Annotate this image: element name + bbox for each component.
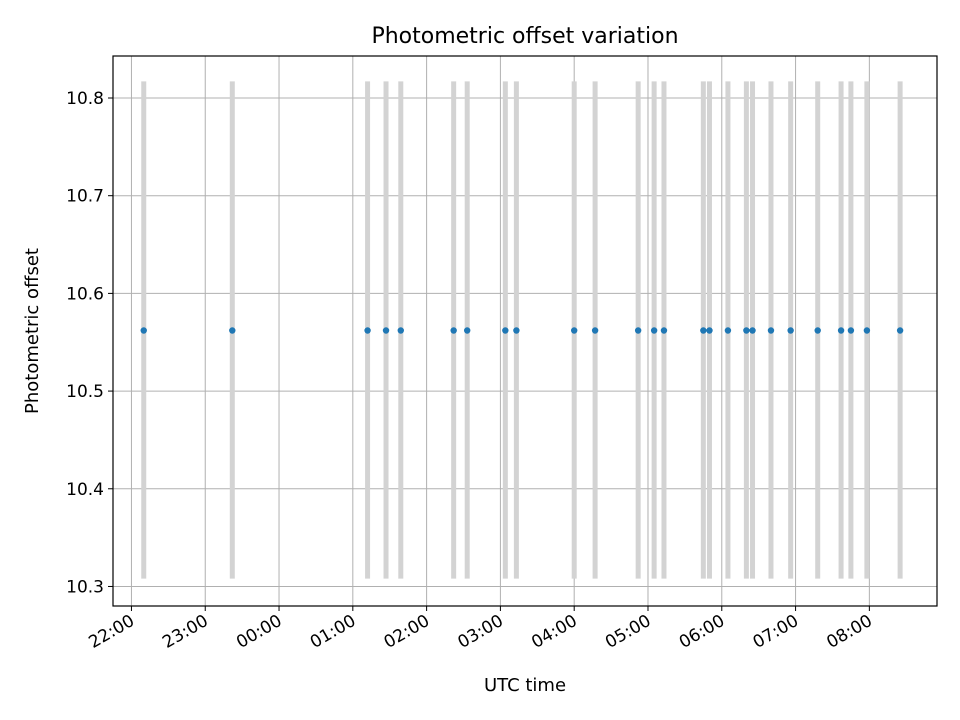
x-tick-label: 03:00 xyxy=(454,611,506,653)
data-point xyxy=(229,327,236,334)
y-tick-label: 10.6 xyxy=(66,284,104,304)
x-tick-label: 07:00 xyxy=(750,611,802,653)
x-tick-label: 22:00 xyxy=(86,611,138,653)
data-point xyxy=(650,327,658,334)
y-tick-label: 10.5 xyxy=(66,382,104,402)
x-axis-label: UTC time xyxy=(484,675,566,696)
x-tick-label: 06:00 xyxy=(676,611,728,653)
x-tick-label: 23:00 xyxy=(159,611,211,653)
data-point xyxy=(450,327,457,334)
data-point xyxy=(767,327,775,334)
data-points xyxy=(140,327,904,334)
data-point xyxy=(364,327,371,334)
y-tick-label: 10.8 xyxy=(66,89,104,109)
data-point xyxy=(863,327,871,334)
data-point xyxy=(847,327,855,334)
plot-frame xyxy=(112,55,938,607)
x-tick-label: 02:00 xyxy=(381,611,433,653)
data-point xyxy=(502,327,509,334)
data-point xyxy=(724,327,732,334)
data-point xyxy=(700,327,707,334)
y-tick-label: 10.3 xyxy=(66,577,104,597)
data-point xyxy=(749,327,756,334)
data-point xyxy=(660,327,668,334)
x-tick-label: 05:00 xyxy=(602,611,654,653)
data-point xyxy=(382,327,390,334)
y-axis-label: Photometric offset xyxy=(22,248,43,414)
error-bars xyxy=(141,81,903,579)
x-axis-ticks: 22:00 23:00 00:00 01:00 02:00 03:00 04:00 05:00… xyxy=(86,606,876,653)
data-point xyxy=(397,327,404,334)
y-tick-label: 10.7 xyxy=(66,187,104,207)
x-tick-label: 04:00 xyxy=(528,611,580,653)
grid-lines xyxy=(113,56,937,606)
chart-title: Photometric offset variation xyxy=(371,24,678,49)
data-point xyxy=(814,327,821,334)
data-point xyxy=(140,327,147,334)
x-tick-label: 08:00 xyxy=(823,611,875,653)
y-tick-label: 10.4 xyxy=(66,480,104,500)
data-point xyxy=(591,327,599,334)
data-point xyxy=(634,327,642,334)
data-point xyxy=(787,327,794,334)
data-point xyxy=(570,327,578,334)
x-tick-label: 01:00 xyxy=(307,611,359,653)
data-point xyxy=(896,327,904,334)
x-tick-label: 00:00 xyxy=(233,611,285,653)
data-point xyxy=(513,327,520,334)
data-point xyxy=(837,327,845,334)
y-axis-ticks: 10.3 10.4 10.5 10.6 10.7 10.8 xyxy=(66,89,113,597)
data-point xyxy=(706,327,713,334)
data-point xyxy=(463,327,471,334)
data-point xyxy=(743,327,750,334)
